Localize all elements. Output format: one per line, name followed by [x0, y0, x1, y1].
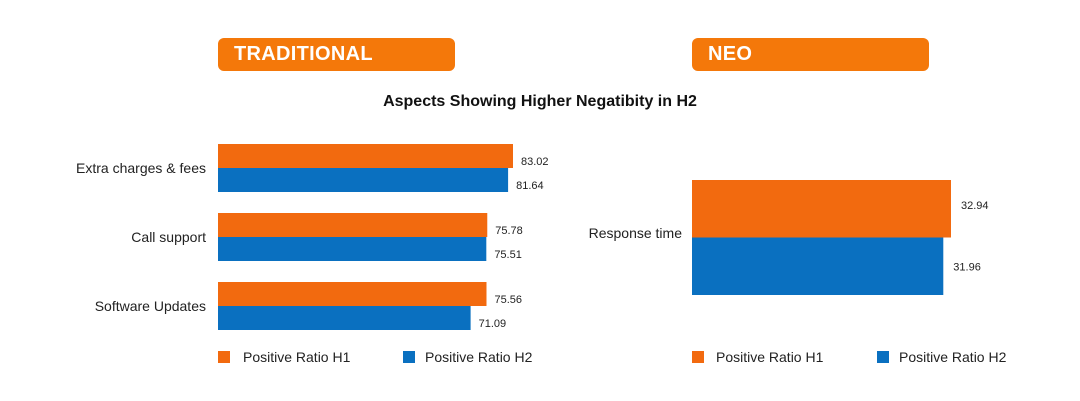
legend-label-h2: Positive Ratio H2 [899, 349, 1007, 365]
bar-software-updates-h1 [218, 282, 487, 306]
bar-call-support-h2 [218, 237, 487, 261]
legend-swatch-h2 [877, 351, 889, 363]
legend-swatch-h1 [218, 351, 230, 363]
bar-response-time-h1 [692, 180, 951, 238]
value-label-call-support-h1: 75.78 [495, 225, 523, 237]
category-label-response-time: Response time [589, 225, 683, 241]
bar-response-time-h2 [692, 237, 944, 295]
legend-swatch-h2 [403, 351, 415, 363]
legend-label-h1: Positive Ratio H1 [716, 349, 824, 365]
value-label-response-time-h2: 31.96 [953, 262, 981, 274]
category-label-extra-charges-fees: Extra charges & fees [76, 160, 206, 176]
bar-call-support-h1 [218, 213, 488, 237]
bar-extra-charges-fees-h1 [218, 144, 513, 168]
traditional-header: TRADITIONAL [218, 38, 455, 71]
bar-extra-charges-fees-h2 [218, 168, 509, 192]
neo-header: NEO [692, 38, 929, 71]
category-label-software-updates: Software Updates [95, 298, 206, 314]
value-label-call-support-h2: 75.51 [494, 249, 522, 261]
legend-label-h2: Positive Ratio H2 [425, 349, 533, 365]
value-label-software-updates-h2: 71.09 [479, 318, 507, 330]
value-label-extra-charges-fees-h2: 81.64 [516, 180, 544, 192]
value-label-extra-charges-fees-h1: 83.02 [521, 156, 549, 168]
legend-swatch-h1 [692, 351, 704, 363]
chart-title: Aspects Showing Higher Negatibity in H2 [383, 93, 697, 110]
value-label-response-time-h1: 32.94 [961, 200, 989, 212]
legend-label-h1: Positive Ratio H1 [243, 349, 351, 365]
bar-software-updates-h2 [218, 306, 471, 330]
category-label-call-support: Call support [131, 229, 206, 245]
value-label-software-updates-h1: 75.56 [494, 294, 522, 306]
